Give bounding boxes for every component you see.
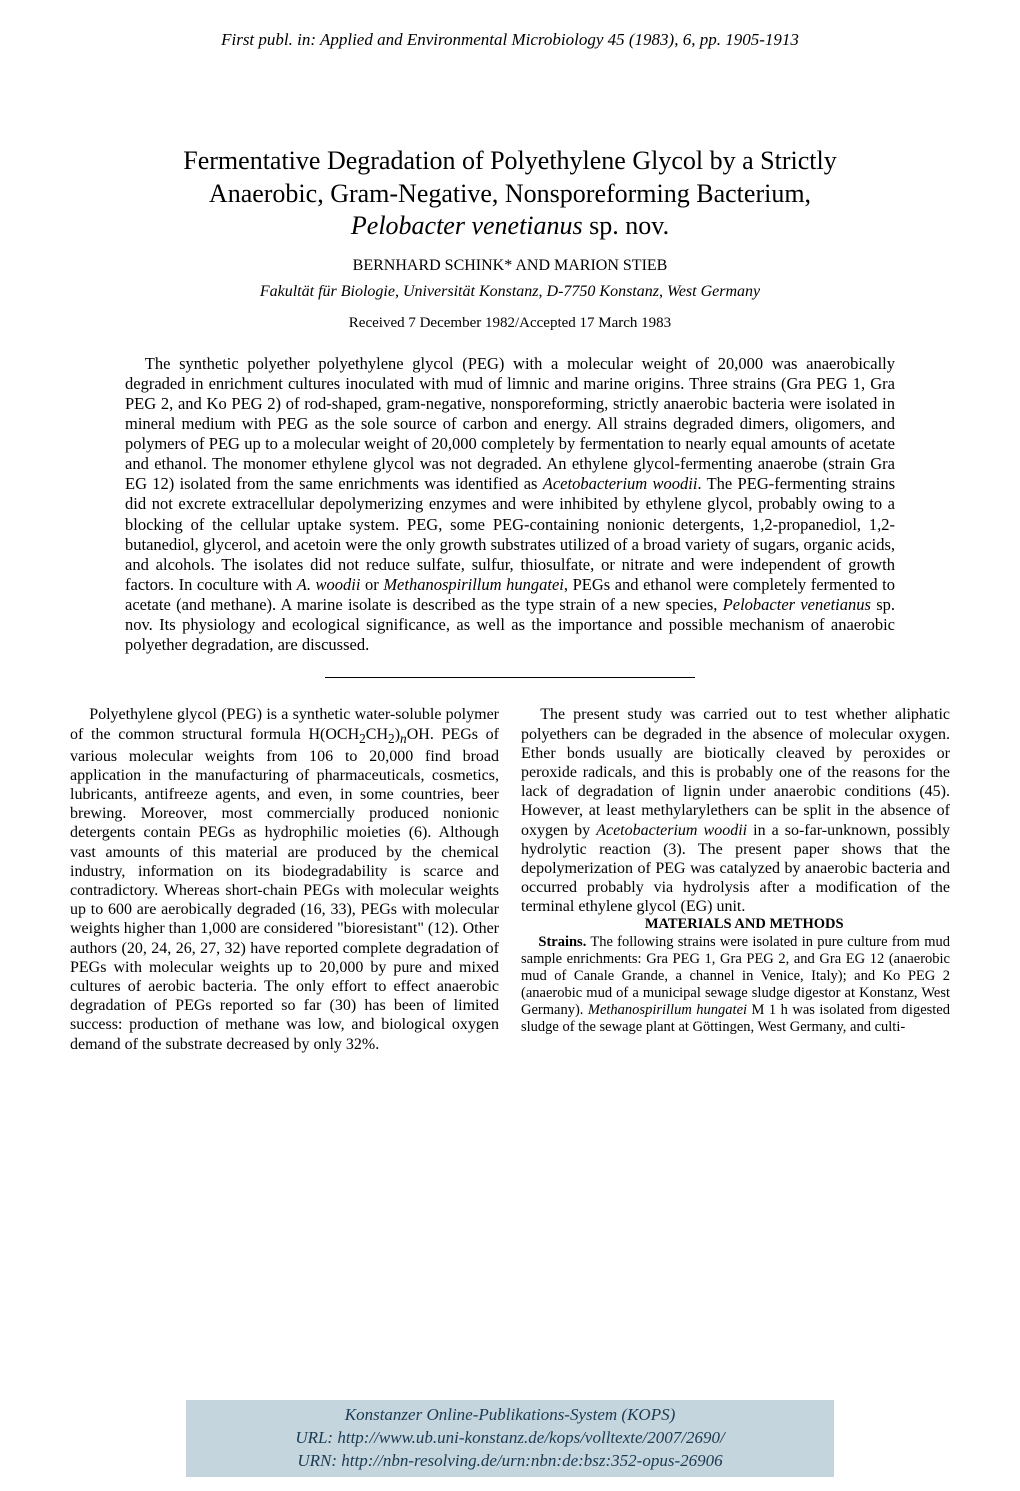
body-p1-b: CH	[366, 726, 388, 743]
body-p1-subn-i: n	[400, 731, 407, 746]
title-line-1: Fermentative Degradation of Polyethylene…	[183, 146, 836, 175]
abstract-species-3: Methanospirillum hungatei	[383, 575, 564, 594]
methods-paragraph-1: Strains. The following strains were isol…	[521, 934, 950, 1037]
body-columns: Polyethylene glycol (PEG) is a synthetic…	[70, 705, 950, 1053]
methods-heading: MATERIALS AND METHODS	[521, 916, 950, 933]
abstract-text-3: or	[360, 575, 383, 594]
body-p2-a: The present study was carried out to tes…	[521, 706, 950, 838]
kops-line-1: Konstanzer Online-Publikations-System (K…	[345, 1405, 676, 1424]
abstract-species-1: Acetobacterium woodii	[543, 474, 698, 493]
abstract-text-1: The synthetic polyether polyethylene gly…	[125, 354, 895, 494]
separator-rule	[70, 665, 950, 683]
title-line-2: Anaerobic, Gram-Negative, Nonsporeformin…	[209, 179, 811, 208]
body-p2-species: Acetobacterium woodii	[596, 822, 747, 839]
body-paragraph-2: The present study was carried out to tes…	[521, 705, 950, 916]
methods-species: Methanospirillum hungatei	[588, 1002, 747, 1018]
affiliation: Fakultät für Biologie, Universität Konst…	[70, 283, 950, 301]
title-species: Pelobacter venetianus	[351, 211, 583, 240]
body-p1-subn: n	[400, 731, 407, 746]
kops-line-2: URL: http://www.ub.uni-konstanz.de/kops/…	[295, 1428, 724, 1447]
kops-line-3: URN: http://nbn-resolving.de/urn:nbn:de:…	[297, 1451, 722, 1470]
body-p1-sub2: 2	[388, 731, 395, 746]
kops-banner: Konstanzer Online-Publikations-System (K…	[186, 1400, 834, 1477]
body-p1-sub1: 2	[359, 731, 366, 746]
body-p1-d: OH. PEGs of various molecular weights fr…	[70, 726, 499, 1053]
citation-line: First publ. in: Applied and Environmenta…	[70, 30, 950, 50]
title-sp-nov: sp. nov.	[583, 211, 669, 240]
abstract-species-2: A. woodii	[297, 575, 361, 594]
abstract-species-4: Pelobacter venetianus	[723, 595, 871, 614]
authors: BERNHARD SCHINK* AND MARION STIEB	[70, 257, 950, 275]
paper-title: Fermentative Degradation of Polyethylene…	[70, 145, 950, 243]
received-date: Received 7 December 1982/Accepted 17 Mar…	[70, 315, 950, 332]
methods-lead: Strains.	[538, 934, 586, 950]
body-paragraph-1: Polyethylene glycol (PEG) is a synthetic…	[70, 705, 499, 1053]
abstract: The synthetic polyether polyethylene gly…	[125, 354, 895, 656]
